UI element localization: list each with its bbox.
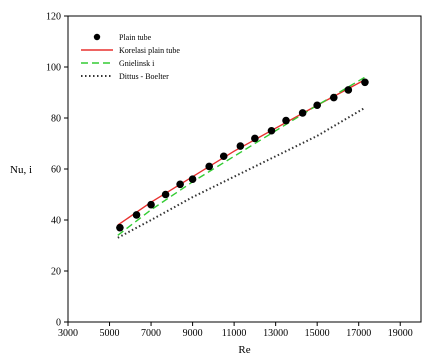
data-point bbox=[188, 175, 197, 183]
y-tick-label: 60 bbox=[51, 165, 61, 176]
legend-label: Dittus - Boelter bbox=[119, 72, 169, 81]
y-tick-label: 80 bbox=[51, 114, 61, 125]
data-point bbox=[116, 223, 124, 232]
legend-marker bbox=[93, 33, 101, 41]
data-point bbox=[344, 86, 353, 94]
x-axis-label: Re bbox=[238, 344, 250, 356]
data-point bbox=[132, 211, 141, 219]
plot-area bbox=[116, 76, 369, 239]
data-point bbox=[267, 126, 276, 135]
data-point bbox=[282, 116, 290, 125]
data-point bbox=[251, 134, 259, 143]
x-tick-label: 17000 bbox=[346, 328, 371, 339]
x-tick-label: 7000 bbox=[141, 328, 161, 339]
data-point bbox=[176, 180, 184, 189]
legend-label: Korelasi plain tube bbox=[119, 46, 180, 55]
legend: Plain tube Korelasi plain tube Gnielinsk i… bbox=[81, 33, 180, 81]
x-tick-label: 5000 bbox=[100, 328, 120, 339]
data-point bbox=[205, 162, 213, 171]
y-tick-label: 120 bbox=[46, 12, 61, 23]
data-point bbox=[219, 152, 228, 161]
data-point bbox=[361, 78, 369, 87]
x-tick-label: 11000 bbox=[222, 328, 247, 339]
data-point bbox=[313, 101, 321, 110]
data-point bbox=[147, 200, 155, 209]
series-line-2 bbox=[117, 76, 366, 236]
legend-label: Gnielinsk i bbox=[119, 59, 155, 68]
data-point bbox=[161, 190, 170, 199]
x-tick-label: 9000 bbox=[183, 328, 203, 339]
x-tick-label: 3000 bbox=[58, 328, 78, 339]
axes: 3000 5000 7000 9000 11000 13000 15000 17000 1900… bbox=[46, 12, 422, 339]
x-tick-label: 19000 bbox=[388, 328, 413, 339]
y-axis-label: Nu, i bbox=[10, 164, 32, 176]
legend-label: Plain tube bbox=[119, 33, 152, 42]
data-point bbox=[329, 93, 338, 102]
y-tick-label: 100 bbox=[46, 63, 61, 74]
x-tick-label: 13000 bbox=[263, 328, 288, 339]
y-tick-label: 0 bbox=[56, 318, 61, 329]
y-tick-label: 40 bbox=[51, 216, 61, 227]
x-tick-label: 15000 bbox=[305, 328, 330, 339]
data-point bbox=[236, 142, 245, 150]
series-line-3 bbox=[117, 106, 366, 239]
y-tick-label: 20 bbox=[51, 267, 61, 278]
data-point bbox=[298, 109, 307, 117]
